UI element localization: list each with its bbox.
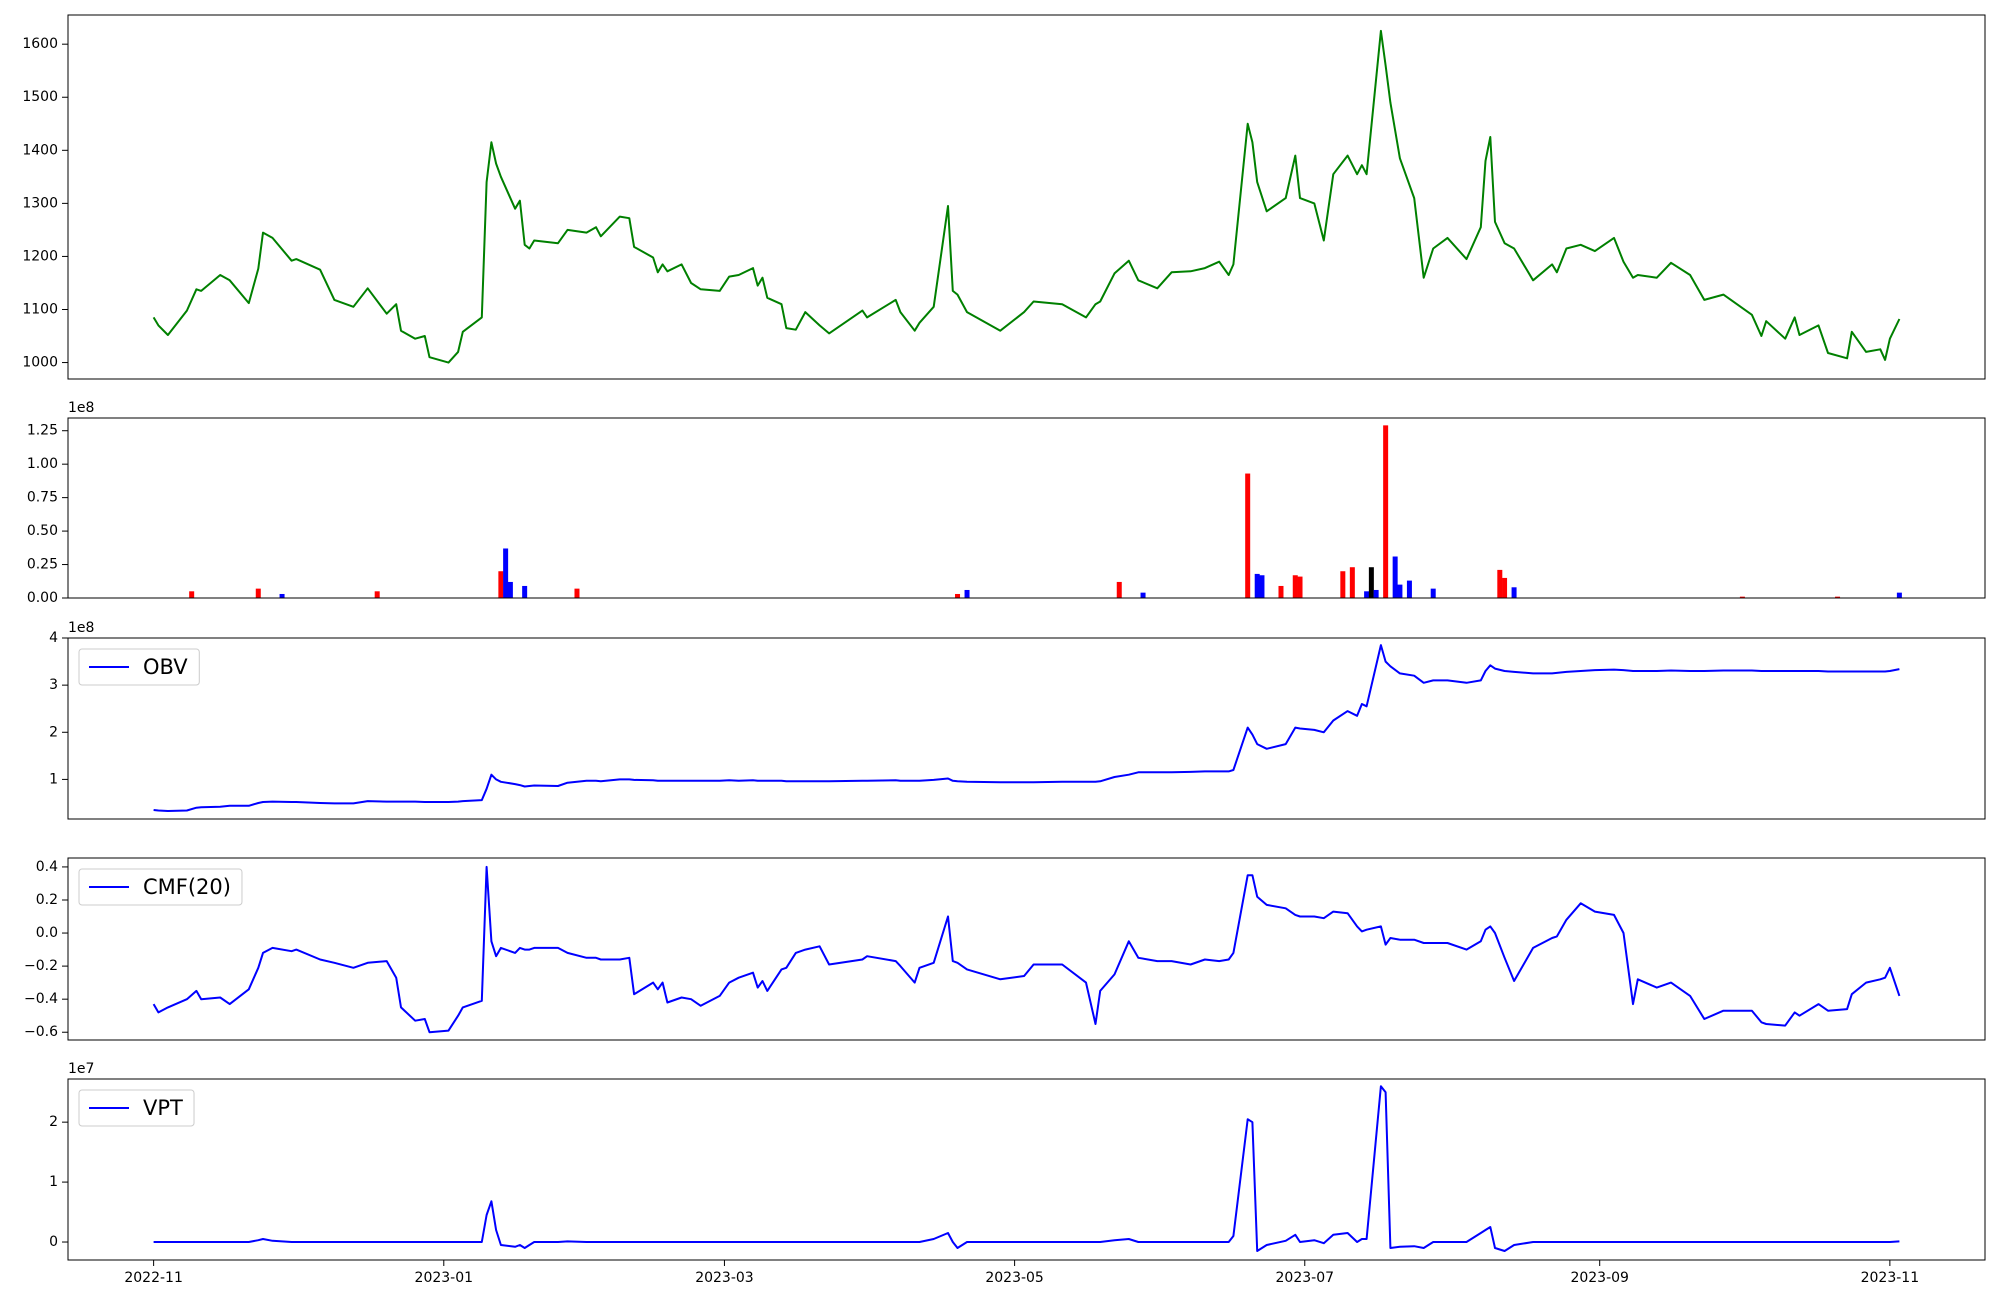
bar <box>955 593 961 598</box>
panel: 1 2 3 4 1e8 OBV <box>49 620 1986 820</box>
y-tick-label: 1200 <box>22 248 58 264</box>
y-tick-label: 2 <box>49 724 58 740</box>
y-tick-label: 0.00 <box>27 590 58 606</box>
panel: 0.00 0.25 0.50 0.75 1.00 1.25 1e8 <box>27 400 1986 606</box>
panel: −0.6 −0.4 −0.2 0.0 0.2 0.4 CMF(20) <box>24 857 1986 1041</box>
series-line <box>153 1085 1900 1252</box>
y-tick-label: 3 <box>49 677 58 693</box>
bar <box>1392 556 1398 598</box>
y-tick-label: 0.0 <box>36 925 58 941</box>
series-line <box>153 644 1900 812</box>
plot-frame <box>67 1078 1986 1261</box>
x-tick-label: 2023-09 <box>1570 1270 1629 1286</box>
y-tick-label: −0.2 <box>24 958 58 974</box>
bar <box>1406 580 1412 598</box>
x-tick-label: 2023-03 <box>695 1270 754 1286</box>
bar <box>1368 567 1374 598</box>
bar <box>1835 596 1841 598</box>
bar <box>964 589 970 598</box>
bar <box>1278 585 1284 598</box>
y-tick-label: 1600 <box>22 36 58 52</box>
bar <box>1259 575 1265 598</box>
bar <box>1397 584 1403 598</box>
y-tick-label: 0.4 <box>36 859 58 875</box>
offset-label: 1e8 <box>68 400 94 416</box>
y-tick-label: 0.50 <box>27 523 58 539</box>
y-tick-label: 1300 <box>22 195 58 211</box>
bar <box>1502 577 1508 598</box>
bar <box>1896 592 1902 598</box>
bar <box>507 581 513 598</box>
bar <box>1297 576 1303 598</box>
y-tick-label: 1400 <box>22 142 58 158</box>
y-tick-label: 4 <box>49 630 58 646</box>
x-tick-label: 2023-07 <box>1276 1270 1335 1286</box>
bar <box>1340 571 1346 598</box>
series-line <box>152 865 1901 1034</box>
bar <box>1245 473 1251 598</box>
bar <box>1254 573 1260 598</box>
legend-box <box>78 868 243 906</box>
bar <box>1364 591 1370 598</box>
y-tick-label: 0.75 <box>27 490 58 506</box>
plot-frame <box>67 637 1986 820</box>
x-tick-label: 2023-01 <box>415 1270 474 1286</box>
panel: 0 1 2 1e7 2022-11 2023-01 2023-03 2023-05 2023-0… <box>49 1061 1986 1286</box>
y-tick-label: 1500 <box>22 89 58 105</box>
y-tick-label: 1000 <box>22 355 58 371</box>
bar <box>522 585 528 598</box>
bar <box>1739 596 1745 598</box>
bar <box>1373 589 1379 598</box>
offset-label: 1e8 <box>68 620 94 636</box>
y-tick-label: 1100 <box>22 301 58 317</box>
series-line <box>152 29 1901 364</box>
y-tick-label: 0 <box>49 1234 58 1250</box>
y-tick-label: 1 <box>49 1174 58 1190</box>
bar <box>1511 587 1517 598</box>
x-tick-label: 2023-11 <box>1861 1270 1920 1286</box>
bar <box>1383 425 1389 598</box>
legend: VPT <box>78 1089 195 1127</box>
bar <box>1140 592 1146 598</box>
bar <box>189 591 195 598</box>
legend: CMF(20) <box>78 868 243 906</box>
legend: OBV <box>78 648 200 686</box>
y-tick-label: 2 <box>49 1114 58 1130</box>
bar <box>574 588 580 598</box>
y-tick-label: 1.25 <box>27 423 58 439</box>
plot-frame <box>67 14 1986 380</box>
panel: 1000 1100 1200 1300 1400 1500 1600 <box>22 14 1986 380</box>
bar <box>255 588 261 598</box>
bar <box>1430 588 1436 598</box>
bar <box>1497 569 1503 598</box>
y-tick-label: −0.4 <box>24 991 58 1007</box>
y-tick-label: −0.6 <box>24 1024 58 1040</box>
legend-label: CMF(20) <box>143 875 231 899</box>
offset-label: 1e7 <box>68 1061 94 1077</box>
legend-label: OBV <box>143 655 188 679</box>
x-tick-label: 2022-11 <box>124 1270 183 1286</box>
bar <box>1292 575 1298 598</box>
y-tick-label: 1 <box>49 771 58 787</box>
bar <box>503 548 509 598</box>
x-tick-label: 2023-05 <box>985 1270 1044 1286</box>
y-tick-label: 0.2 <box>36 892 58 908</box>
legend-box <box>78 648 200 686</box>
bar <box>374 591 380 598</box>
legend-label: VPT <box>143 1096 183 1120</box>
bar <box>1349 567 1355 598</box>
legend-box <box>78 1089 195 1127</box>
plot-frame <box>67 857 1986 1041</box>
bar <box>498 571 504 598</box>
bar <box>1116 581 1122 598</box>
plot-frame <box>67 417 1986 599</box>
y-tick-label: 0.25 <box>27 557 58 573</box>
bar <box>279 593 285 598</box>
y-tick-label: 1.00 <box>27 456 58 472</box>
